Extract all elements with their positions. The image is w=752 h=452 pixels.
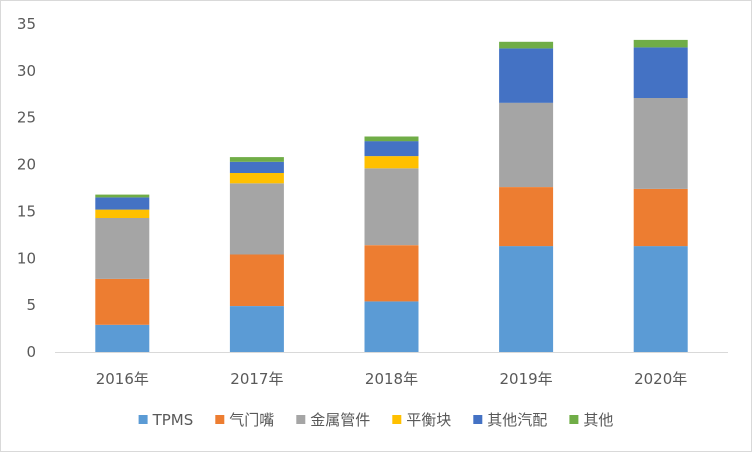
bar-segment bbox=[364, 245, 419, 302]
legend-item: TPMS bbox=[138, 411, 194, 429]
legend-item: 金属管件 bbox=[296, 411, 370, 429]
legend-label: TPMS bbox=[152, 411, 194, 429]
bar-segment bbox=[364, 141, 419, 157]
bar-segment bbox=[229, 173, 284, 184]
bar-segment bbox=[95, 324, 150, 352]
legend-item: 气门嘴 bbox=[215, 411, 274, 429]
y-tick-label: 5 bbox=[26, 296, 36, 314]
legend-label: 其他 bbox=[583, 411, 613, 429]
bar-segment bbox=[633, 47, 688, 98]
bar-segment bbox=[499, 187, 554, 247]
bar-segment bbox=[229, 183, 284, 255]
bar-segment bbox=[95, 278, 150, 325]
bar-segment bbox=[499, 41, 554, 49]
x-axis: 2016年 2017年 2018年 2019年 2020年 bbox=[96, 370, 688, 388]
plot-area bbox=[95, 39, 688, 352]
legend-label: 其他汽配 bbox=[487, 411, 547, 429]
x-tick-label: 2020年 bbox=[634, 370, 687, 388]
bar-segment bbox=[633, 246, 688, 352]
legend-label: 金属管件 bbox=[310, 411, 370, 429]
legend-label: 气门嘴 bbox=[229, 411, 274, 429]
legend-swatch bbox=[215, 415, 225, 424]
bar-segment bbox=[364, 136, 419, 142]
legend-swatch bbox=[138, 415, 148, 424]
legend-item: 其他汽配 bbox=[473, 411, 547, 429]
bar-segment bbox=[364, 168, 419, 246]
x-tick-label: 2016年 bbox=[96, 370, 149, 388]
y-axis: 0 5 10 15 20 25 30 35 bbox=[17, 15, 36, 361]
bar-segment bbox=[95, 197, 150, 210]
bar-segment bbox=[95, 209, 150, 218]
legend-swatch bbox=[569, 415, 579, 424]
y-tick-label: 35 bbox=[17, 15, 36, 33]
legend: TPMS 气门嘴 金属管件 平衡块 其他汽配 其他 bbox=[138, 411, 613, 429]
bar-segment bbox=[633, 98, 688, 189]
y-tick-label: 20 bbox=[17, 156, 36, 174]
legend-swatch bbox=[392, 415, 402, 424]
x-tick-label: 2017年 bbox=[230, 370, 283, 388]
y-tick-label: 0 bbox=[26, 343, 36, 361]
bar-segment bbox=[499, 48, 554, 103]
bar-segment bbox=[229, 161, 284, 173]
legend-item: 平衡块 bbox=[392, 411, 451, 429]
bar-segment bbox=[499, 102, 554, 187]
bar-segment bbox=[364, 156, 419, 169]
y-tick-label: 30 bbox=[17, 62, 36, 80]
bar-segment bbox=[229, 306, 284, 352]
y-tick-label: 25 bbox=[17, 109, 36, 127]
bar-segment bbox=[229, 157, 284, 162]
legend-swatch bbox=[296, 415, 306, 424]
bar-segment bbox=[229, 254, 284, 306]
bar-segment bbox=[633, 39, 688, 48]
legend-swatch bbox=[473, 415, 483, 424]
legend-label: 平衡块 bbox=[406, 411, 451, 429]
bar-segment bbox=[364, 301, 419, 352]
legend-item: 其他 bbox=[569, 411, 613, 429]
y-tick-label: 10 bbox=[17, 249, 36, 267]
bar-segment bbox=[95, 218, 150, 279]
y-tick-label: 15 bbox=[17, 202, 36, 220]
bar-segment bbox=[499, 246, 554, 352]
bar-segment bbox=[95, 194, 150, 198]
x-tick-label: 2018年 bbox=[365, 370, 418, 388]
x-tick-label: 2019年 bbox=[500, 370, 553, 388]
bar-segment bbox=[633, 188, 688, 247]
